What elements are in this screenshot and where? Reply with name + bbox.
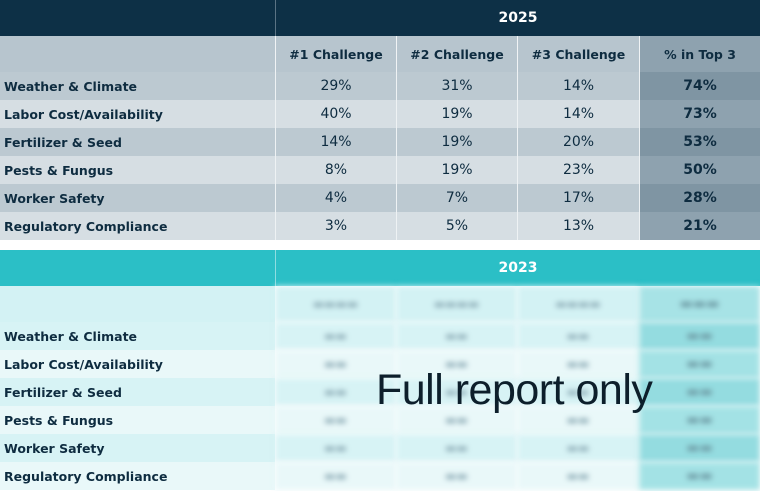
column-header-blank — [0, 286, 275, 322]
row-label: Labor Cost/Availability — [0, 350, 275, 378]
value-cell: 14% — [517, 100, 639, 128]
table-row: Worker Safety ▬▬ ▬▬ ▬▬ ▬▬ — [0, 434, 760, 462]
table-row: Fertilizer & Seed ▬▬ ▬▬ ▬▬ ▬▬ — [0, 378, 760, 406]
row-label: Weather & Climate — [0, 72, 275, 100]
top3-cell: 73% — [639, 100, 760, 128]
value-cell: 14% — [275, 128, 396, 156]
top3-cell: 28% — [639, 184, 760, 212]
value-cell: 19% — [396, 128, 517, 156]
blurred-cell: ▬▬ — [517, 434, 639, 462]
year-title: 2025 — [275, 0, 760, 36]
year-header-row: 2023 — [0, 250, 760, 286]
blurred-cell: ▬▬ — [275, 434, 396, 462]
table-row: Pests & Fungus ▬▬ ▬▬ ▬▬ ▬▬ — [0, 406, 760, 434]
table-row: Weather & Climate 29% 31% 14% 74% — [0, 72, 760, 100]
value-cell: 13% — [517, 212, 639, 240]
table-row: Pests & Fungus 8% 19% 23% 50% — [0, 156, 760, 184]
column-header-blank — [0, 36, 275, 72]
row-label: Pests & Fungus — [0, 156, 275, 184]
row-label: Fertilizer & Seed — [0, 378, 275, 406]
row-label: Fertilizer & Seed — [0, 128, 275, 156]
value-cell: 8% — [275, 156, 396, 184]
value-cell: 29% — [275, 72, 396, 100]
blurred-cell: ▬▬ — [639, 406, 760, 434]
blurred-cell: ▬▬ — [275, 322, 396, 350]
value-cell: 3% — [275, 212, 396, 240]
table-2025: 2025 #1 Challenge #2 Challenge #3 Challe… — [0, 0, 760, 240]
table-row: Regulatory Compliance 3% 5% 13% 21% — [0, 212, 760, 240]
value-cell: 5% — [396, 212, 517, 240]
blurred-header: ▬▬▬▬ — [275, 286, 396, 322]
blurred-header: ▬▬▬▬ — [396, 286, 517, 322]
blurred-cell: ▬▬ — [275, 378, 396, 406]
blurred-cell: ▬▬ — [517, 378, 639, 406]
blurred-cell: ▬▬ — [639, 462, 760, 490]
value-cell: 4% — [275, 184, 396, 212]
row-label: Regulatory Compliance — [0, 462, 275, 490]
top3-cell: 53% — [639, 128, 760, 156]
value-cell: 20% — [517, 128, 639, 156]
table-row: Weather & Climate ▬▬ ▬▬ ▬▬ ▬▬ — [0, 322, 760, 350]
blurred-cell: ▬▬ — [396, 434, 517, 462]
value-cell: 31% — [396, 72, 517, 100]
blurred-cell: ▬▬ — [396, 462, 517, 490]
top3-cell: 50% — [639, 156, 760, 184]
value-cell: 19% — [396, 100, 517, 128]
top3-cell: 21% — [639, 212, 760, 240]
value-cell: 23% — [517, 156, 639, 184]
blurred-cell: ▬▬ — [639, 434, 760, 462]
blurred-cell: ▬▬ — [396, 378, 517, 406]
table-row: Labor Cost/Availability ▬▬ ▬▬ ▬▬ ▬▬ — [0, 350, 760, 378]
blurred-cell: ▬▬ — [639, 378, 760, 406]
year-header-blank — [0, 250, 275, 286]
blurred-header: ▬▬▬▬ — [517, 286, 639, 322]
blurred-cell: ▬▬ — [396, 322, 517, 350]
value-cell: 17% — [517, 184, 639, 212]
value-cell: 7% — [396, 184, 517, 212]
blurred-cell: ▬▬ — [517, 462, 639, 490]
value-cell: 40% — [275, 100, 396, 128]
column-header: #3 Challenge — [517, 36, 639, 72]
column-header: #1 Challenge — [275, 36, 396, 72]
row-label: Worker Safety — [0, 184, 275, 212]
table-row: Fertilizer & Seed 14% 19% 20% 53% — [0, 128, 760, 156]
year-header-blank — [0, 0, 275, 36]
year-header-row: 2025 — [0, 0, 760, 36]
column-header: % in Top 3 — [639, 36, 760, 72]
column-header-row-blurred: ▬▬▬▬ ▬▬▬▬ ▬▬▬▬ ▬▬▬ — [0, 286, 760, 322]
blurred-cell: ▬▬ — [517, 350, 639, 378]
year-title: 2023 — [275, 250, 760, 286]
table-row: Regulatory Compliance ▬▬ ▬▬ ▬▬ ▬▬ — [0, 462, 760, 490]
top3-cell: 74% — [639, 72, 760, 100]
row-label: Pests & Fungus — [0, 406, 275, 434]
table-row: Worker Safety 4% 7% 17% 28% — [0, 184, 760, 212]
full-report-only-overlay: Full report only — [376, 366, 653, 414]
blurred-header: ▬▬▬ — [639, 286, 760, 322]
column-header: #2 Challenge — [396, 36, 517, 72]
blurred-cell: ▬▬ — [517, 322, 639, 350]
blurred-cell: ▬▬ — [275, 350, 396, 378]
table-row: Labor Cost/Availability 40% 19% 14% 73% — [0, 100, 760, 128]
blurred-cell: ▬▬ — [639, 350, 760, 378]
row-label: Worker Safety — [0, 434, 275, 462]
table-2023: 2023 ▬▬▬▬ ▬▬▬▬ ▬▬▬▬ ▬▬▬ Weather & Climat… — [0, 250, 760, 490]
value-cell: 19% — [396, 156, 517, 184]
blurred-cell: ▬▬ — [517, 406, 639, 434]
row-label: Labor Cost/Availability — [0, 100, 275, 128]
column-header-row: #1 Challenge #2 Challenge #3 Challenge %… — [0, 36, 760, 72]
blurred-cell: ▬▬ — [275, 462, 396, 490]
value-cell: 14% — [517, 72, 639, 100]
blurred-cell: ▬▬ — [275, 406, 396, 434]
row-label: Weather & Climate — [0, 322, 275, 350]
row-label: Regulatory Compliance — [0, 212, 275, 240]
blurred-cell: ▬▬ — [396, 406, 517, 434]
blurred-cell: ▬▬ — [639, 322, 760, 350]
blurred-cell: ▬▬ — [396, 350, 517, 378]
